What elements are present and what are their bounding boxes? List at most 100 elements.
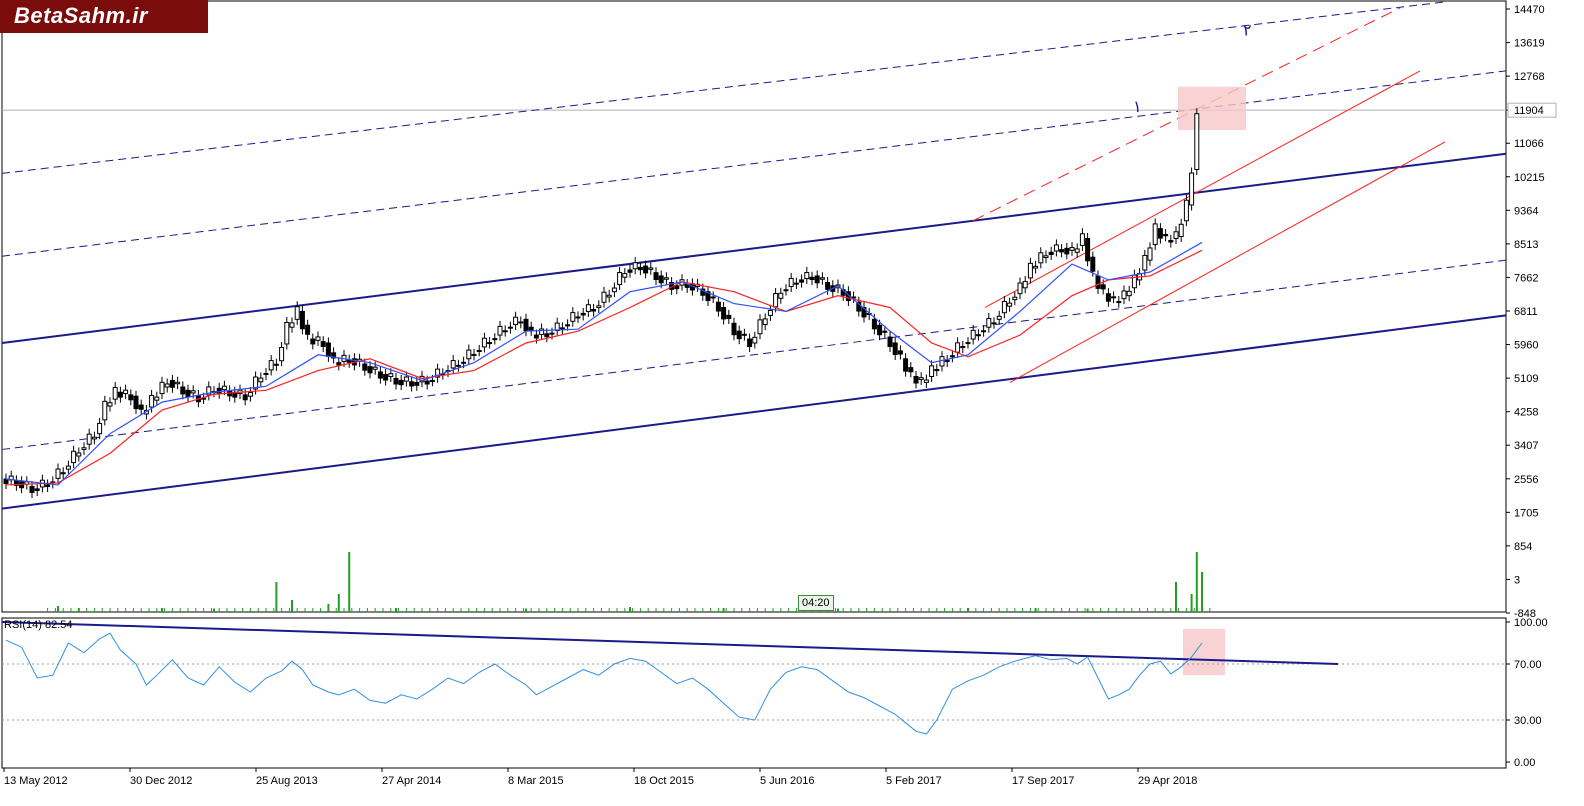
volume-bar-small — [171, 608, 173, 612]
volume-bar-small — [702, 608, 704, 612]
candle-body — [263, 372, 269, 376]
volume-bar-small — [554, 608, 556, 612]
volume-bar-small — [351, 608, 353, 612]
candle-body — [897, 350, 903, 355]
volume-bar-small — [639, 608, 641, 612]
candle-body — [471, 353, 477, 356]
volume-bar-small — [429, 608, 431, 612]
moving-average-red — [5, 249, 1203, 486]
volume-bar-small — [54, 608, 56, 612]
red-trend-upper — [984, 70, 1421, 308]
candle-body — [284, 321, 290, 345]
candle-body — [377, 371, 383, 379]
volume-bar — [1175, 582, 1177, 612]
channel-dashed-line-1 — [1, 70, 1507, 257]
candle-body — [180, 386, 186, 395]
volume-bar-small — [678, 608, 680, 612]
volume-bar-small — [499, 608, 501, 612]
candle-body — [102, 400, 108, 421]
volume-bar-small — [546, 608, 548, 612]
candle-body — [580, 312, 586, 316]
volume-bar-small — [1209, 608, 1211, 612]
volume-bar-small — [1170, 608, 1172, 612]
candle-body — [299, 310, 305, 330]
candle-body — [55, 468, 61, 479]
candle-body — [601, 291, 607, 303]
date-tick-label: 5 Jun 2016 — [760, 775, 814, 787]
candle-body — [450, 360, 456, 369]
volume-bar — [57, 606, 59, 612]
volume-bar-small — [624, 608, 626, 612]
axes-layer: 14470 13619 12768 11904 11066 10215 9364 8513 76… — [3, 4, 1557, 787]
volume-bar-small — [655, 608, 657, 612]
volume-bar — [395, 608, 397, 612]
candle-body — [65, 465, 71, 470]
volume-bar — [837, 608, 839, 612]
volume-bar-small — [1068, 608, 1070, 612]
candle-body — [429, 379, 435, 382]
volume-bar-small — [881, 608, 883, 612]
volume-bar-small — [382, 608, 384, 612]
volume-bar-small — [366, 608, 368, 612]
candle-body — [559, 327, 565, 330]
candle-body — [388, 373, 394, 377]
candle-body — [1085, 237, 1091, 262]
volume-bar-small — [842, 608, 844, 612]
candle-body — [632, 262, 638, 270]
volume-bar — [722, 608, 725, 612]
volume-bar-small — [148, 608, 150, 612]
candle-body — [372, 366, 378, 370]
volume-bar-small — [1022, 608, 1024, 612]
candle-body — [1095, 275, 1101, 289]
candle-body — [643, 265, 649, 274]
candle-body — [903, 358, 909, 372]
candle-body — [1147, 247, 1153, 261]
candle-body — [29, 486, 35, 493]
volume-bar-small — [421, 608, 423, 612]
candle-body — [627, 269, 633, 273]
candle-body — [918, 377, 924, 380]
volume-bar-small — [1123, 608, 1125, 612]
volume-bar-small — [873, 608, 875, 612]
volume-bar-small — [1185, 608, 1187, 612]
candle-body — [544, 333, 550, 338]
volume-bar-small — [187, 608, 189, 612]
volume-bar-small — [733, 608, 735, 612]
volume-bar-small — [1076, 608, 1078, 612]
candle-body — [1183, 199, 1189, 222]
rsi-line — [5, 632, 1203, 735]
date-tick-label: 29 Apr 2018 — [1138, 775, 1197, 787]
volume-bar-small — [405, 608, 407, 612]
candle-body — [949, 355, 955, 358]
candle-body — [991, 322, 997, 325]
volume-bar-small — [1092, 608, 1094, 612]
candle-body — [663, 277, 669, 280]
candle-body — [793, 282, 799, 285]
candle-body — [653, 272, 659, 280]
date-tick-label: 17 Sep 2017 — [1012, 775, 1074, 787]
volume-bar-small — [772, 608, 774, 612]
candle-body — [539, 328, 545, 335]
candle-body — [1142, 254, 1148, 271]
candle-body — [466, 349, 472, 360]
volume-bar-small — [912, 608, 914, 612]
volume-bar-small — [460, 608, 462, 612]
volume-bar-small — [694, 608, 696, 612]
candle-body — [1105, 293, 1111, 302]
volume-bar-small — [530, 608, 532, 612]
volume-bar-small — [920, 608, 922, 612]
candle-body — [710, 296, 716, 299]
date-tick-label: 5 Feb 2017 — [886, 775, 942, 787]
candle-body — [1079, 233, 1085, 246]
rsi-tick-label: 100.00 — [1514, 617, 1548, 629]
candle-body — [247, 392, 253, 397]
candle-body — [726, 314, 732, 320]
volume-bar-small — [234, 608, 236, 612]
volume-bar-small — [858, 608, 860, 612]
candle-body — [1189, 172, 1195, 206]
volume-bar-small — [125, 608, 127, 612]
volume-layer — [47, 552, 1211, 612]
date-tick-label: 25 Aug 2013 — [256, 775, 318, 787]
volume-bar — [629, 607, 631, 612]
moving-average-blue — [5, 241, 1203, 486]
